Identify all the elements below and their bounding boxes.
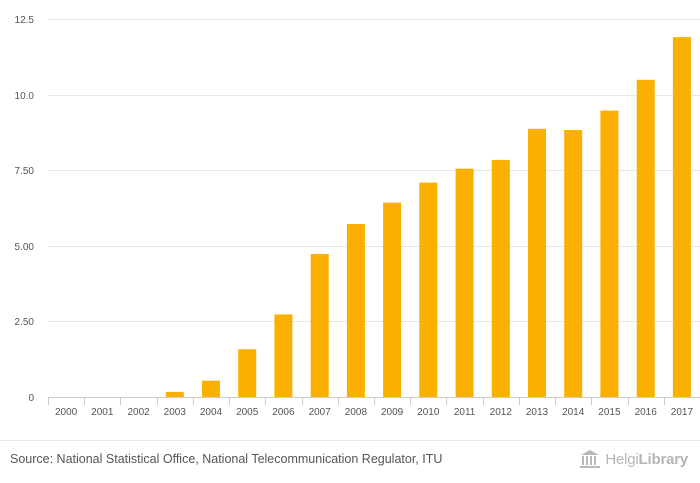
bar-2008 bbox=[346, 224, 365, 397]
bar-2004 bbox=[202, 380, 220, 397]
bar-2005 bbox=[238, 349, 257, 397]
x-tick-label: 2005 bbox=[236, 407, 259, 418]
bar-chart: 0 2.50 5.00 7.50 10.0 12.5 2000 2001 2002 2003 200… bbox=[15, 15, 700, 418]
x-tick-label: 2000 bbox=[55, 407, 78, 418]
y-tick-label: 0 bbox=[28, 393, 34, 404]
x-tick-label: 2009 bbox=[381, 407, 404, 418]
library-building-icon bbox=[580, 450, 601, 468]
x-tick-label: 2004 bbox=[200, 407, 223, 418]
y-tick-label: 2.50 bbox=[15, 317, 35, 328]
bar-layer bbox=[165, 37, 691, 398]
logo-text: HelgiLibrary bbox=[605, 451, 688, 468]
x-tick-label: 2014 bbox=[562, 407, 585, 418]
y-tick-label: 12.5 bbox=[15, 15, 35, 26]
x-tick-label: 2002 bbox=[127, 407, 150, 418]
helgi-library-logo: HelgiLibrary bbox=[579, 449, 688, 469]
bar-2011 bbox=[455, 168, 474, 397]
chart-footer: Source: National Statistical Office, Nat… bbox=[0, 440, 700, 483]
bar-2015 bbox=[600, 110, 619, 397]
x-tick-label: 2013 bbox=[526, 407, 549, 418]
logo-brand-bold: Library bbox=[638, 450, 689, 468]
axis-layer bbox=[48, 397, 700, 405]
x-tick-label: 2012 bbox=[490, 407, 513, 418]
logo-brand-light: Helgi bbox=[605, 450, 639, 468]
bar-2003 bbox=[165, 391, 184, 397]
bar-2009 bbox=[383, 202, 402, 397]
bar-2006 bbox=[274, 314, 293, 397]
x-tick-label: 2015 bbox=[598, 407, 621, 418]
bar-2016 bbox=[636, 79, 655, 398]
bar-2017 bbox=[672, 37, 691, 397]
source-note: Source: National Statistical Office, Nat… bbox=[10, 452, 443, 466]
chart-area: 0 2.50 5.00 7.50 10.0 12.5 2000 2001 2002 2003 200… bbox=[15, 15, 700, 418]
x-tick-label: 2006 bbox=[272, 407, 295, 418]
bar-2007 bbox=[310, 254, 329, 397]
x-tick-label: 2007 bbox=[309, 407, 332, 418]
y-tick-label: 5.00 bbox=[15, 242, 35, 253]
grid-layer bbox=[48, 19, 700, 322]
x-tick-label: 2011 bbox=[454, 407, 476, 418]
bar-2013 bbox=[528, 128, 546, 398]
x-tick-label: 2010 bbox=[417, 407, 440, 418]
bar-2010 bbox=[419, 182, 438, 397]
bar-2012 bbox=[491, 159, 510, 397]
x-tick-label: 2003 bbox=[164, 407, 187, 418]
bar-2014 bbox=[564, 130, 583, 397]
y-tick-label: 10.0 bbox=[15, 91, 35, 102]
label-layer: 0 2.50 5.00 7.50 10.0 12.5 2000 2001 2002 2003 200… bbox=[15, 15, 694, 418]
x-tick-label: 2017 bbox=[671, 407, 694, 418]
x-tick-label: 2008 bbox=[345, 407, 368, 418]
y-tick-label: 7.50 bbox=[15, 166, 35, 177]
x-tick-label: 2016 bbox=[635, 407, 658, 418]
x-tick-label: 2001 bbox=[91, 407, 114, 418]
